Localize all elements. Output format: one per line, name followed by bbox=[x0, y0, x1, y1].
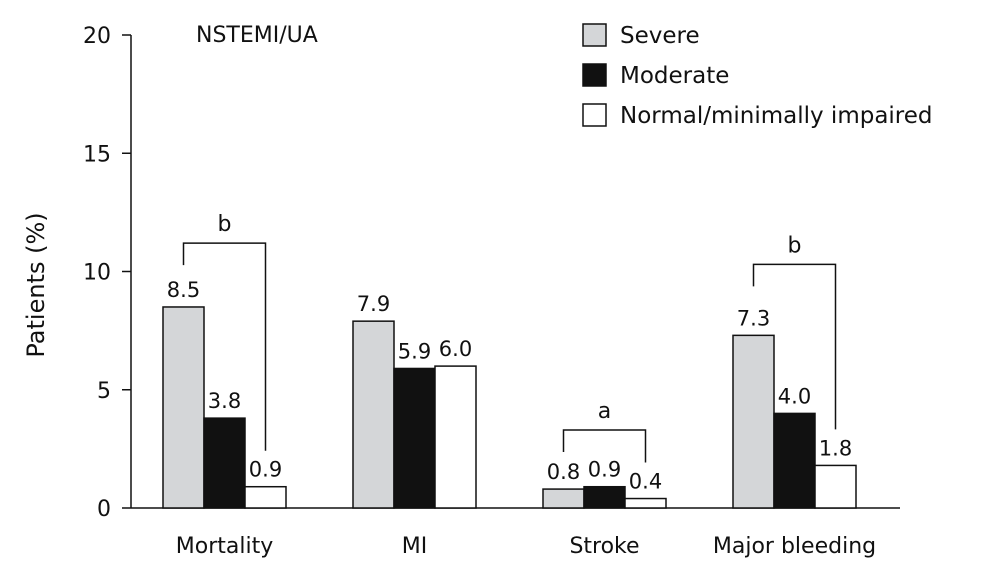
data-label: 0.8 bbox=[547, 460, 580, 484]
bar bbox=[203, 417, 246, 509]
bar bbox=[624, 497, 667, 509]
y-tick-label: 20 bbox=[83, 24, 111, 49]
y-axis-title: Patients (%) bbox=[22, 212, 50, 357]
data-label: 0.4 bbox=[629, 470, 662, 494]
legend-label: Moderate bbox=[620, 63, 729, 89]
legend-swatch bbox=[582, 23, 607, 47]
data-label: 7.9 bbox=[357, 292, 390, 316]
axes: 0 5 10 15 20 Mortality MI Stroke Major bleeding bbox=[83, 24, 900, 559]
data-label: 0.9 bbox=[249, 458, 282, 482]
significance-label: b bbox=[218, 212, 232, 237]
chart-title: NSTEMI/UA bbox=[196, 23, 318, 48]
bar bbox=[814, 464, 857, 509]
bars: 8.5 7.9 0.8 7.3 3.8 5.9 0.9 4.0 0.9 6.0 0.4 1.8 bbox=[162, 278, 857, 509]
data-label: 1.8 bbox=[819, 436, 852, 460]
legend-label: Normal/minimally impaired bbox=[620, 103, 933, 129]
legend: Severe Moderate Normal/minimally impaired bbox=[582, 23, 933, 129]
data-label: 7.3 bbox=[737, 306, 770, 330]
y-tick-label: 15 bbox=[83, 142, 111, 167]
x-tick-label: Mortality bbox=[176, 534, 273, 559]
data-label: 4.0 bbox=[778, 384, 811, 408]
x-tick-label: MI bbox=[402, 534, 427, 559]
bar bbox=[162, 306, 205, 509]
bar bbox=[542, 488, 585, 509]
legend-swatch bbox=[582, 103, 607, 127]
bar bbox=[352, 320, 395, 509]
y-tick-label: 5 bbox=[97, 379, 111, 404]
legend-swatch bbox=[582, 63, 607, 87]
x-tick-label: Major bleeding bbox=[713, 534, 876, 559]
bar bbox=[434, 365, 477, 509]
significance-bracket bbox=[182, 242, 267, 451]
significance-label: b bbox=[788, 233, 802, 258]
data-label: 6.0 bbox=[439, 337, 472, 361]
data-label: 8.5 bbox=[167, 278, 200, 302]
data-label: 5.9 bbox=[398, 339, 431, 363]
bar bbox=[773, 412, 816, 509]
x-tick-label: Stroke bbox=[569, 534, 639, 559]
y-tick-label: 0 bbox=[97, 497, 111, 522]
bar bbox=[732, 334, 775, 509]
significance-label: a bbox=[598, 399, 611, 424]
y-tick-label: 10 bbox=[83, 261, 111, 286]
bar bbox=[393, 367, 436, 509]
bar bbox=[583, 485, 626, 509]
significance-bracket bbox=[562, 429, 647, 463]
legend-label: Severe bbox=[620, 23, 700, 49]
bar bbox=[244, 485, 287, 509]
data-label: 0.9 bbox=[588, 458, 621, 482]
significance-annotations: b a b bbox=[182, 212, 837, 463]
significance-bracket bbox=[752, 263, 837, 430]
data-label: 3.8 bbox=[208, 389, 241, 413]
